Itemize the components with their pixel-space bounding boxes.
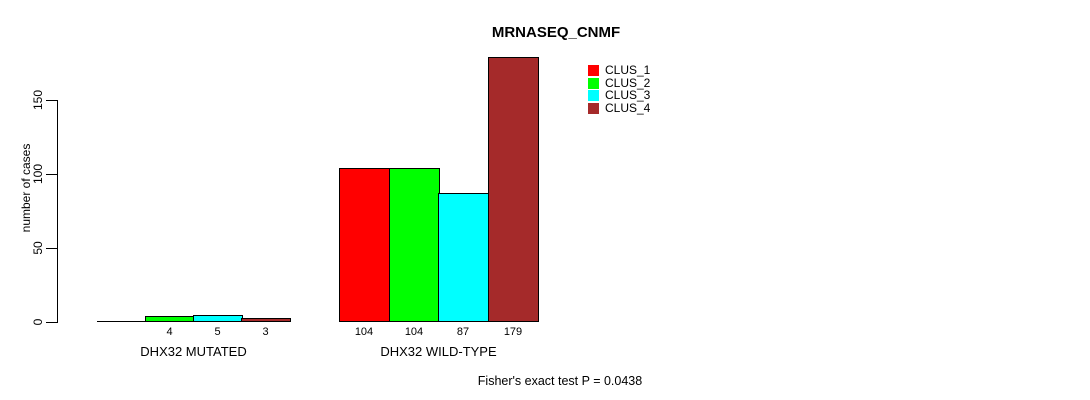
bar-CLUS_2 xyxy=(145,316,195,322)
y-tick-label: 100 xyxy=(31,163,45,185)
y-tick-label: 50 xyxy=(31,241,45,255)
legend-label: CLUS_4 xyxy=(605,100,651,115)
bar-CLUS_4 xyxy=(241,318,291,322)
bar-CLUS_3 xyxy=(193,315,243,322)
annotation-text: Fisher's exact test P = 0.0438 xyxy=(477,374,643,388)
legend-label: CLUS_2 xyxy=(605,75,651,90)
legend-swatch-CLUS_3 xyxy=(588,90,599,101)
bar-value-label: 87 xyxy=(456,326,470,338)
legend-swatch-CLUS_4 xyxy=(588,102,599,114)
bar-CLUS_1 xyxy=(339,168,390,322)
legend-swatch-CLUS_1 xyxy=(588,65,599,76)
chart-title: MRNASEQ_CNMF xyxy=(491,24,621,41)
bar-CLUS_3 xyxy=(438,193,489,322)
legend-swatch-CLUS_2 xyxy=(588,77,599,89)
legend-row: CLUS_1 xyxy=(588,63,651,77)
legend-row: CLUS_3 xyxy=(588,88,651,102)
y-tick-mark xyxy=(46,322,57,323)
bar-value-label: 4 xyxy=(166,326,173,338)
y-tick-mark xyxy=(46,100,57,101)
group-label: DHX32 WILD-TYPE xyxy=(380,344,497,359)
legend: CLUS_1 CLUS_2 CLUS_3 CLUS_4 xyxy=(588,63,651,115)
bar-value-label: 104 xyxy=(354,326,374,338)
bar-value-label: 179 xyxy=(503,326,523,338)
group-label: DHX32 MUTATED xyxy=(140,344,247,359)
bar-CLUS_2 xyxy=(389,168,440,322)
bar-value-label: 104 xyxy=(404,326,424,338)
bar-value-label: 5 xyxy=(214,326,221,338)
legend-label: CLUS_3 xyxy=(605,88,651,102)
y-tick-mark xyxy=(46,248,57,249)
legend-row: CLUS_4 xyxy=(588,100,651,115)
y-tick-mark xyxy=(46,174,57,175)
y-tick-label: 150 xyxy=(31,89,45,111)
bar-zero xyxy=(97,321,147,322)
bar-value-label: 3 xyxy=(262,326,269,338)
bar-CLUS_4 xyxy=(488,57,539,322)
y-axis-line xyxy=(57,100,58,323)
legend-row: CLUS_2 xyxy=(588,75,651,90)
y-tick-label: 0 xyxy=(31,318,45,326)
y-axis-label: number of cases xyxy=(19,143,33,233)
legend-label: CLUS_1 xyxy=(605,63,651,77)
